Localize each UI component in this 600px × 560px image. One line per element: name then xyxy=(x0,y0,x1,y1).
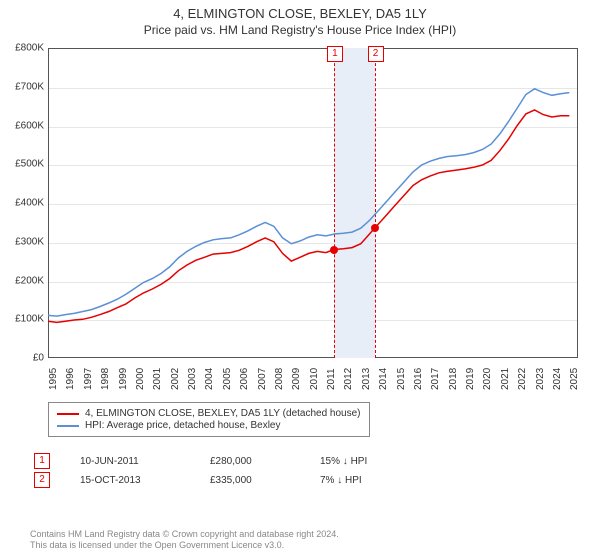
sale-marker-icon: 2 xyxy=(34,472,50,488)
footnote-line: Contains HM Land Registry data © Crown c… xyxy=(30,529,339,541)
legend-label: 4, ELMINGTON CLOSE, BEXLEY, DA5 1LY (det… xyxy=(85,408,361,419)
sale-dot xyxy=(371,224,379,232)
legend-swatch xyxy=(57,425,79,427)
legend: 4, ELMINGTON CLOSE, BEXLEY, DA5 1LY (det… xyxy=(48,402,370,437)
x-tick-label: 2012 xyxy=(343,368,354,390)
x-tick-label: 2000 xyxy=(135,368,146,390)
chart-subtitle: Price paid vs. HM Land Registry's House … xyxy=(0,21,600,41)
footnote: Contains HM Land Registry data © Crown c… xyxy=(30,529,339,552)
x-tick-label: 2021 xyxy=(500,368,511,390)
series-hpi xyxy=(48,89,569,316)
x-tick-label: 2011 xyxy=(326,368,337,390)
legend-swatch xyxy=(57,413,79,415)
footnote-line: This data is licensed under the Open Gov… xyxy=(30,540,339,552)
x-tick-label: 1996 xyxy=(65,368,76,390)
x-tick-label: 1999 xyxy=(118,368,129,390)
x-tick-label: 2009 xyxy=(291,368,302,390)
x-tick-label: 2017 xyxy=(430,368,441,390)
x-tick-label: 2010 xyxy=(309,368,320,390)
sale-diff: 15% ↓ HPI xyxy=(320,456,410,467)
x-tick-label: 2019 xyxy=(465,368,476,390)
y-tick-label: £300K xyxy=(15,236,44,247)
legend-item: HPI: Average price, detached house, Bexl… xyxy=(57,420,361,431)
y-tick-label: £800K xyxy=(15,43,44,54)
y-tick-label: £200K xyxy=(15,275,44,286)
sale-diff: 7% ↓ HPI xyxy=(320,475,410,486)
x-tick-label: 2005 xyxy=(222,368,233,390)
series-svg xyxy=(48,48,578,358)
x-tick-label: 2008 xyxy=(274,368,285,390)
x-tick-label: 1995 xyxy=(48,368,59,390)
x-tick-label: 2002 xyxy=(170,368,181,390)
x-tick-label: 2022 xyxy=(517,368,528,390)
y-tick-label: £0 xyxy=(33,353,44,364)
sale-dot xyxy=(330,246,338,254)
y-tick-label: £400K xyxy=(15,198,44,209)
x-tick-label: 2013 xyxy=(361,368,372,390)
x-tick-label: 2018 xyxy=(448,368,459,390)
x-tick-label: 2023 xyxy=(535,368,546,390)
x-tick-label: 2020 xyxy=(482,368,493,390)
legend-item: 4, ELMINGTON CLOSE, BEXLEY, DA5 1LY (det… xyxy=(57,408,361,419)
x-tick-label: 2001 xyxy=(152,368,163,390)
marker-label: 1 xyxy=(327,46,343,62)
y-tick-label: £700K xyxy=(15,81,44,92)
x-tick-label: 2024 xyxy=(552,368,563,390)
x-axis: 1995 1996 1997 1998 1999 2000 2001 2002 2003 2004… xyxy=(48,360,578,400)
y-tick-label: £600K xyxy=(15,120,44,131)
y-axis: £0£100K£200K£300K£400K£500K£600K£700K£80… xyxy=(0,48,46,358)
sale-date: 10-JUN-2011 xyxy=(80,456,180,467)
chart-container: 4, ELMINGTON CLOSE, BEXLEY, DA5 1LY Pric… xyxy=(0,0,600,560)
sale-row: 2 15-OCT-2013 £335,000 7% ↓ HPI xyxy=(30,472,410,488)
x-tick-label: 2014 xyxy=(378,368,389,390)
sales-table: 1 10-JUN-2011 £280,000 15% ↓ HPI 2 15-OCT-201… xyxy=(30,450,410,491)
x-tick-label: 2015 xyxy=(396,368,407,390)
plot-area: 12 xyxy=(48,48,578,358)
x-tick-label: 2016 xyxy=(413,368,424,390)
legend-label: HPI: Average price, detached house, Bexl… xyxy=(85,420,281,431)
x-tick-label: 2007 xyxy=(257,368,268,390)
x-tick-label: 1998 xyxy=(100,368,111,390)
sale-price: £280,000 xyxy=(210,456,290,467)
y-tick-label: £100K xyxy=(15,314,44,325)
sale-row: 1 10-JUN-2011 £280,000 15% ↓ HPI xyxy=(30,453,410,469)
chart-title: 4, ELMINGTON CLOSE, BEXLEY, DA5 1LY xyxy=(0,0,600,21)
sale-date: 15-OCT-2013 xyxy=(80,475,180,486)
sale-marker-icon: 1 xyxy=(34,453,50,469)
x-tick-label: 2003 xyxy=(187,368,198,390)
y-tick-label: £500K xyxy=(15,159,44,170)
marker-label: 2 xyxy=(368,46,384,62)
x-tick-label: 2006 xyxy=(239,368,250,390)
sale-price: £335,000 xyxy=(210,475,290,486)
x-tick-label: 2004 xyxy=(204,368,215,390)
x-tick-label: 2025 xyxy=(569,368,580,390)
x-tick-label: 1997 xyxy=(83,368,94,390)
series-price_paid xyxy=(48,110,569,322)
